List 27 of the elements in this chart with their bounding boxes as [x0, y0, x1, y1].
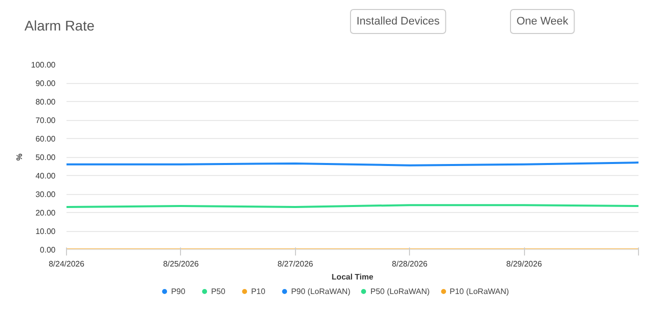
y-tick-label: 100.00	[31, 60, 56, 70]
y-tick-label: 20.00	[35, 208, 56, 218]
x-tick-label: 8/24/2026	[48, 260, 85, 268]
text: Installed Devices	[356, 16, 440, 28]
x-tick-label: 8/28/2026	[392, 260, 428, 268]
legend-label: P90 (LoRaWAN)	[291, 286, 350, 296]
y-tick-label: 80.00	[35, 98, 56, 106]
y-axis-title: %	[15, 153, 24, 161]
y-tick-label: 50.00	[35, 153, 56, 162]
legend-label: P50 (LoRaWAN)	[370, 286, 430, 296]
y-tick-label: 0.00	[40, 246, 56, 254]
y-tick-label: 40.00	[35, 172, 56, 180]
legend-label: P10	[251, 286, 266, 296]
x-tick-label: 8/27/2026	[278, 260, 314, 268]
x-tick-label: 8/25/2026	[163, 260, 200, 268]
y-tick-label: 70.00	[35, 116, 56, 125]
text: One Week	[516, 16, 569, 28]
y-tick-label: 30.00	[35, 190, 56, 199]
legend-label: P10 (LoRaWAN)	[450, 286, 509, 296]
chart-title: Alarm Rate	[24, 18, 95, 34]
legend-label: P90	[171, 286, 186, 296]
y-tick-label: 60.00	[35, 134, 56, 144]
x-axis-title: Local Time	[332, 272, 374, 282]
y-tick-label: 10.00	[35, 227, 56, 236]
x-tick-label: 8/29/2026	[506, 260, 542, 268]
legend-label: P50	[211, 286, 226, 296]
y-tick-label: 90.00	[35, 79, 56, 88]
